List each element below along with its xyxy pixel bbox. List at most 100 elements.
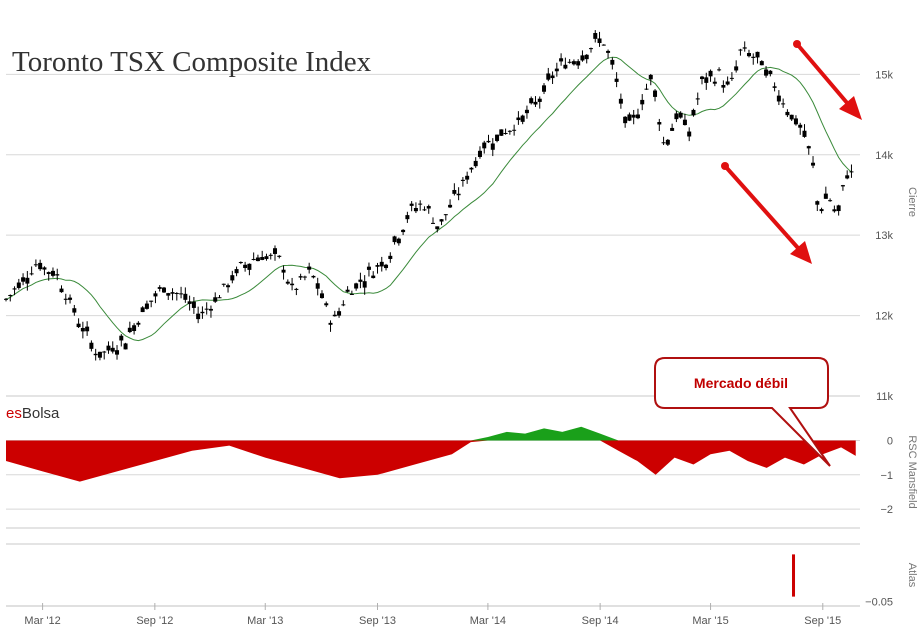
candle-body (849, 171, 854, 173)
candle-body (580, 55, 585, 61)
candle-body (738, 49, 743, 51)
candle-body (413, 207, 418, 212)
candle-body (644, 88, 649, 90)
candle-body (422, 209, 427, 211)
candle-body (234, 269, 239, 274)
candle-body (170, 292, 175, 294)
candle-body (153, 293, 158, 297)
rsc-positive-area (6, 426, 856, 441)
candle-body (8, 294, 13, 296)
candle-body (486, 140, 491, 143)
rsc-axis-title: RSC Mansfield (906, 435, 918, 508)
candle-body (670, 127, 675, 131)
candle-body (50, 270, 55, 276)
x-tick-label: Mar '13 (247, 615, 283, 627)
candle-body (828, 200, 833, 202)
candle-body (119, 335, 124, 341)
candle-body (38, 262, 43, 270)
candle-body (208, 308, 213, 311)
candle-body (781, 103, 786, 105)
candle-body (567, 61, 572, 63)
rsc-tick-label: −1 (880, 470, 893, 482)
candle-body (311, 275, 316, 278)
callout-bubble (654, 357, 831, 467)
candle-body (179, 293, 184, 295)
brand-logo: esBolsa (6, 405, 60, 422)
atlas-layer (792, 554, 796, 597)
candle-body (362, 281, 367, 288)
candle-body (59, 288, 64, 293)
candle-body (166, 293, 171, 296)
candle-body (298, 276, 303, 278)
candle-body (277, 255, 282, 257)
candle-body (815, 201, 820, 205)
brand-es: es (6, 405, 22, 422)
candle-body (729, 77, 734, 79)
x-tick-label: Sep '14 (582, 615, 619, 627)
candle-body (845, 175, 850, 179)
atlas-tick-label: −0.05 (865, 596, 893, 608)
candle-body (375, 265, 380, 267)
candle-body (789, 114, 794, 120)
candle-body (290, 283, 295, 286)
candle-body (674, 113, 679, 120)
candle-body (811, 162, 816, 166)
candle-body (251, 258, 256, 260)
candle-body (174, 293, 179, 295)
candle-body (832, 209, 837, 212)
candle-body (110, 347, 115, 352)
candle-body (648, 74, 653, 80)
candle-body (80, 327, 85, 332)
candle-body (409, 203, 414, 206)
price-tick-label: 15k (875, 69, 893, 81)
candle-body (21, 277, 26, 282)
candle-body (571, 61, 576, 65)
candle-body (46, 272, 51, 275)
candle-body (542, 85, 547, 92)
arrow-lower-shaft (723, 164, 800, 250)
candle-body (281, 269, 286, 273)
candle-body (597, 38, 602, 44)
candle-body (396, 238, 401, 244)
candle-body (238, 262, 243, 264)
candle-body (704, 77, 709, 83)
candle-body (806, 146, 811, 149)
candle-body (712, 81, 717, 84)
grid-lines (6, 73, 860, 610)
candle-body (448, 204, 453, 208)
candle-body (469, 167, 474, 170)
candle-body (708, 70, 713, 77)
candle-body (93, 353, 98, 356)
x-tick-label: Sep '13 (359, 615, 396, 627)
candle-body (563, 64, 568, 69)
candle-body (584, 54, 589, 60)
price-tick-label: 11k (876, 391, 893, 403)
candle-body (533, 101, 538, 105)
rsc-layer (6, 426, 856, 482)
candle-body (379, 261, 384, 267)
candle-body (768, 70, 773, 75)
weak-market-callout: Mercado débil (654, 357, 831, 467)
candle-body (465, 175, 470, 180)
candle-body (661, 142, 666, 144)
candle-body (653, 90, 658, 97)
candle-body (187, 301, 192, 304)
candle-body (149, 300, 154, 302)
candle-body (161, 287, 166, 293)
candle-body (614, 78, 619, 82)
candle-body (12, 288, 17, 290)
candle-body (657, 122, 662, 125)
candle-body (495, 134, 500, 141)
candle-body (354, 283, 359, 289)
rsc-tick-label: −2 (880, 504, 893, 516)
candle-body (477, 150, 482, 157)
candle-body (247, 263, 252, 270)
candle-body (315, 283, 320, 289)
candle-body (230, 275, 235, 281)
candle-body (418, 203, 423, 205)
candle-body (217, 297, 222, 299)
candle-body (439, 219, 444, 222)
candle-body (204, 308, 209, 310)
candle-body (358, 279, 363, 282)
candle-body (785, 111, 790, 116)
